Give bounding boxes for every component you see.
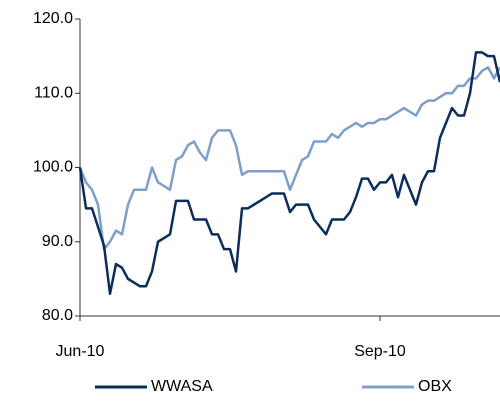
legend-label: OBX [418, 378, 452, 395]
y-tick-label: 100.0 [33, 159, 73, 176]
y-tick-label: 80.0 [42, 307, 73, 324]
series-line [78, 51, 500, 295]
x-tick-label: Jun-10 [56, 343, 105, 360]
y-tick-label: 120.0 [33, 10, 73, 27]
y-tick-label: 110.0 [34, 84, 73, 101]
y-tick-label: 90.0 [42, 233, 73, 250]
series-line [78, 66, 500, 251]
legend-label: WWASA [151, 378, 213, 395]
x-tick-label: Sep-10 [354, 343, 406, 360]
